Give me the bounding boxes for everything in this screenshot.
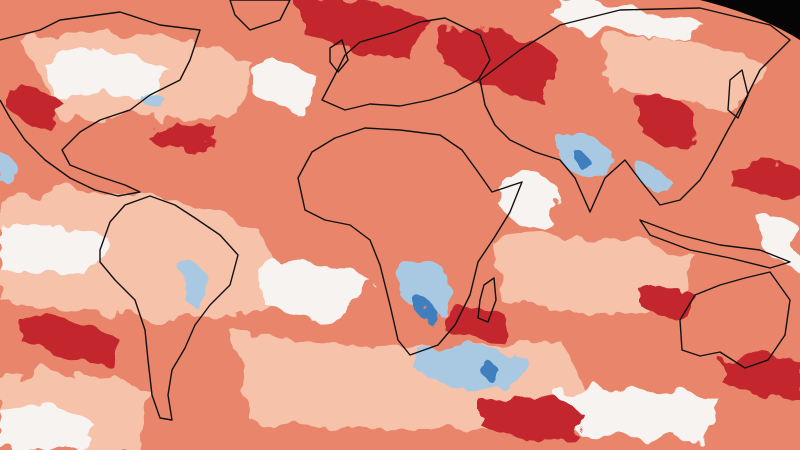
europe — [321, 17, 491, 111]
strong-cool-anomaly — [415, 149, 585, 380]
madagascar — [477, 277, 497, 323]
australia — [679, 271, 791, 369]
britain — [329, 39, 349, 73]
indonesia — [639, 219, 791, 269]
north-america — [0, 11, 201, 197]
africa — [297, 127, 523, 356]
greenland — [229, 0, 291, 31]
strong-anomaly — [10, 0, 800, 441]
coastlines — [0, 0, 791, 421]
space-corner — [700, 0, 800, 40]
asia — [479, 7, 791, 213]
south-america — [99, 195, 239, 421]
japan — [727, 69, 749, 119]
cool-anomaly — [0, 93, 670, 387]
